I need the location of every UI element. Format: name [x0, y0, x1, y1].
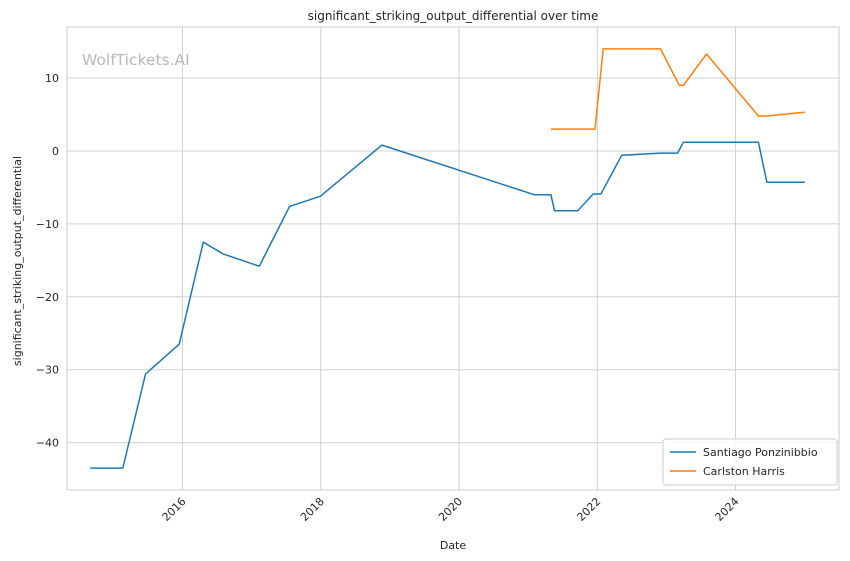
- watermark: WolfTickets.AI: [82, 51, 190, 69]
- x-tick-label: 2018: [298, 495, 327, 524]
- series-layer: [90, 48, 805, 469]
- y-tick-label: −20: [36, 291, 59, 304]
- legend-box: [662, 438, 838, 486]
- legend: Santiago Ponzinibbio Carlston Harris: [662, 438, 838, 486]
- y-tick-label: −40: [36, 437, 59, 450]
- x-tick-label: 2020: [436, 495, 465, 524]
- series-line-1: [550, 48, 805, 130]
- x-tick-labels: 2016 2018 2020 2022 2024: [160, 495, 742, 524]
- grid: [67, 27, 839, 490]
- y-tick-labels: −40 −30 −20 −10 0 10: [36, 72, 59, 450]
- x-tick-label: 2022: [574, 495, 603, 524]
- y-axis-label: significant_striking_output_differential: [11, 156, 24, 366]
- x-axis-label: Date: [440, 539, 467, 552]
- x-tick-label: 2016: [160, 495, 189, 524]
- legend-label-carlston: Carlston Harris: [703, 465, 785, 478]
- y-tick-label: 10: [45, 72, 59, 85]
- y-tick-label: −10: [36, 218, 59, 231]
- x-tick-label: 2024: [713, 495, 742, 524]
- series-line-0: [90, 141, 805, 469]
- y-tick-label: 0: [52, 145, 59, 158]
- plot-frame: [66, 26, 840, 491]
- chart-title: significant_striking_output_differential…: [308, 9, 599, 23]
- y-tick-label: −30: [36, 364, 59, 377]
- legend-label-santiago: Santiago Ponzinibbio: [703, 446, 818, 459]
